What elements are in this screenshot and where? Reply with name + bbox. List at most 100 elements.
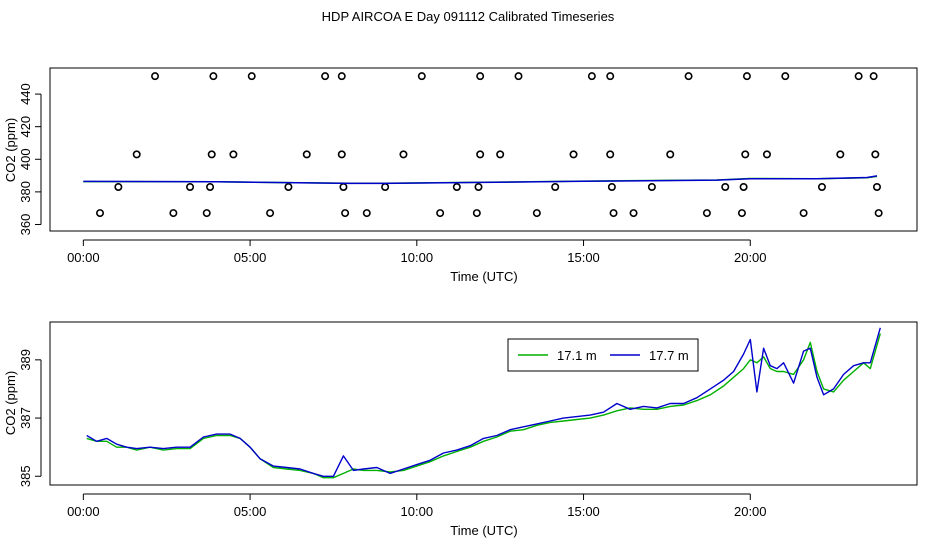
calibration-point	[741, 150, 750, 159]
calibration-point	[284, 182, 293, 191]
calibration-point	[114, 182, 123, 191]
calibration-point	[381, 182, 390, 191]
series-line-17-1-m	[86, 333, 881, 479]
legend-label-green: 17.1 m	[557, 348, 597, 363]
calibration-point	[684, 72, 693, 81]
calibration-point	[474, 182, 483, 191]
calibration-point	[551, 182, 560, 191]
calibration-point	[266, 209, 275, 218]
calibration-point	[799, 209, 808, 218]
series-line-17-7-m	[86, 327, 881, 477]
calibration-point	[436, 209, 445, 218]
y-tick-label: 387	[18, 407, 33, 429]
calibration-point	[452, 182, 461, 191]
x-tick-label: 05:00	[234, 250, 267, 265]
timeseries-lines	[86, 327, 881, 479]
calibration-points	[96, 72, 883, 218]
calibration-point	[132, 150, 141, 159]
calibration-point	[96, 209, 105, 218]
calibration-point	[472, 209, 481, 218]
y-tick-label: 440	[18, 83, 33, 105]
calibration-point	[836, 150, 845, 159]
y-axis-label-bottom: CO2 (ppm)	[3, 371, 18, 435]
calibration-point	[339, 182, 348, 191]
calibration-point	[737, 209, 746, 218]
legend: 17.1 m 17.7 m	[507, 338, 699, 372]
x-tick-label: 15:00	[567, 504, 600, 519]
calibration-point	[854, 72, 863, 81]
calibration-point	[607, 182, 616, 191]
calibration-point	[871, 150, 880, 159]
y-tick-label: 360	[18, 214, 33, 236]
calibration-point	[496, 150, 505, 159]
calibration-point	[609, 209, 618, 218]
calibration-point	[399, 150, 408, 159]
x-axis-bottom: 00:00 05:00 10:00 15:00 20:00	[67, 493, 767, 519]
x-axis-label-top: Time (UTC)	[450, 269, 517, 284]
calibration-point	[302, 150, 311, 159]
calibration-point	[229, 150, 238, 159]
y-tick-label: 389	[18, 349, 33, 371]
calibration-panel-series	[83, 175, 878, 185]
x-tick-label: 20:00	[734, 250, 767, 265]
calibration-point	[417, 72, 426, 81]
calibration-point	[647, 182, 656, 191]
y-tick-label: 380	[18, 181, 33, 203]
calibration-point	[629, 209, 638, 218]
calibration-point	[606, 150, 615, 159]
plot-frame-top	[49, 67, 918, 232]
calibration-point	[569, 150, 578, 159]
calibration-point	[321, 72, 330, 81]
x-axis-top: 00:00 05:00 10:00 15:00 20:00	[67, 239, 767, 265]
calibration-point	[247, 72, 256, 81]
x-axis-label-bottom: Time (UTC)	[450, 523, 517, 538]
calibration-point	[721, 182, 730, 191]
calibration-point	[341, 209, 350, 218]
y-tick-label: 400	[18, 148, 33, 170]
calibration-point	[874, 209, 883, 218]
calibration-panel: 00:00 05:00 10:00 15:00 20:00 360 380 400 420 44…	[3, 67, 918, 284]
calibration-point	[532, 209, 541, 218]
calibration-point	[587, 72, 596, 81]
x-tick-label: 15:00	[567, 250, 600, 265]
calibration-point	[186, 182, 195, 191]
plot-frame-bottom	[49, 321, 918, 486]
series-line-17-7-m	[83, 175, 878, 185]
calibration-point	[762, 150, 771, 159]
calibration-point	[169, 209, 178, 218]
calibration-point	[817, 182, 826, 191]
x-tick-label: 00:00	[67, 250, 100, 265]
y-tick-label: 420	[18, 116, 33, 138]
calibration-point	[781, 72, 790, 81]
x-tick-label: 10:00	[401, 250, 434, 265]
x-tick-label: 20:00	[734, 504, 767, 519]
calibration-point	[362, 209, 371, 218]
calibration-point	[151, 72, 160, 81]
x-tick-label: 10:00	[401, 504, 434, 519]
calibration-point	[206, 182, 215, 191]
calibration-point	[476, 72, 485, 81]
calibration-point	[872, 182, 881, 191]
calibration-point	[742, 72, 751, 81]
calibration-point	[739, 182, 748, 191]
calibration-point	[606, 72, 615, 81]
y-tick-label: 385	[18, 465, 33, 487]
x-tick-label: 05:00	[234, 504, 267, 519]
calibration-point	[476, 150, 485, 159]
figure-title: HDP AIRCOA E Day 091112 Calibrated Times…	[322, 9, 615, 24]
y-axis-bottom: 385 387 389	[18, 349, 42, 487]
y-axis-label-top: CO2 (ppm)	[3, 118, 18, 182]
calibration-point	[337, 72, 346, 81]
legend-label-blue: 17.7 m	[649, 348, 689, 363]
calibration-point	[869, 72, 878, 81]
calibration-point	[514, 72, 523, 81]
calibration-point	[202, 209, 211, 218]
timeseries-panel: 00:00 05:00 10:00 15:00 20:00 385 387 389 Time…	[3, 321, 918, 538]
x-tick-label: 00:00	[67, 504, 100, 519]
calibration-point	[209, 72, 218, 81]
calibration-point	[337, 150, 346, 159]
calibration-point	[702, 209, 711, 218]
y-axis-top: 360 380 400 420 440	[18, 83, 42, 236]
calibration-point	[207, 150, 216, 159]
